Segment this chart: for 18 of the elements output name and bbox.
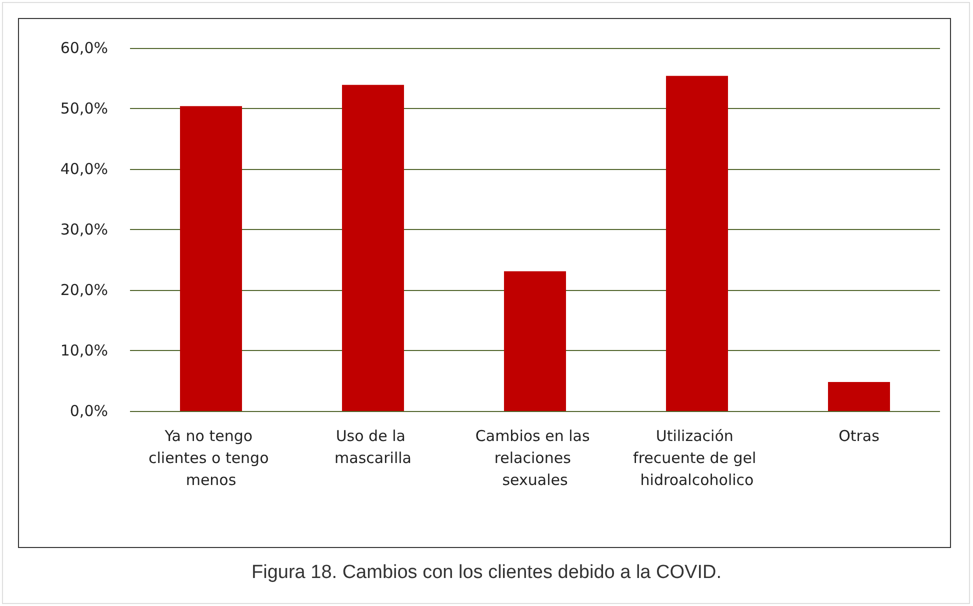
x-tick-label: Uso de la mascarilla (334, 427, 412, 467)
text: Figura 18. Cambios con los clientes debido a la COVID. (250, 562, 722, 584)
x-tick-label: Cambios en las relaciones sexuales (475, 427, 595, 489)
x-tick-label: Ya no tengo clientes o tengo menos (148, 427, 274, 489)
bar (828, 382, 890, 411)
y-tick-label: 30,0% (60, 220, 108, 238)
x-tick-label: Otras (838, 427, 880, 445)
bar (504, 271, 566, 411)
y-tick-label: 0,0% (70, 402, 108, 420)
x-tick-label: Utilización frecuente de gel hidroalcoholico (633, 427, 761, 489)
bar (666, 76, 728, 411)
y-tick-label: 20,0% (60, 281, 108, 299)
y-tick-label: 10,0% (60, 342, 108, 360)
bar (180, 106, 242, 411)
bar (342, 84, 404, 411)
y-tick-label: 60,0% (60, 39, 108, 57)
y-tick-label: 40,0% (60, 160, 108, 178)
y-tick-label: 50,0% (60, 100, 108, 118)
